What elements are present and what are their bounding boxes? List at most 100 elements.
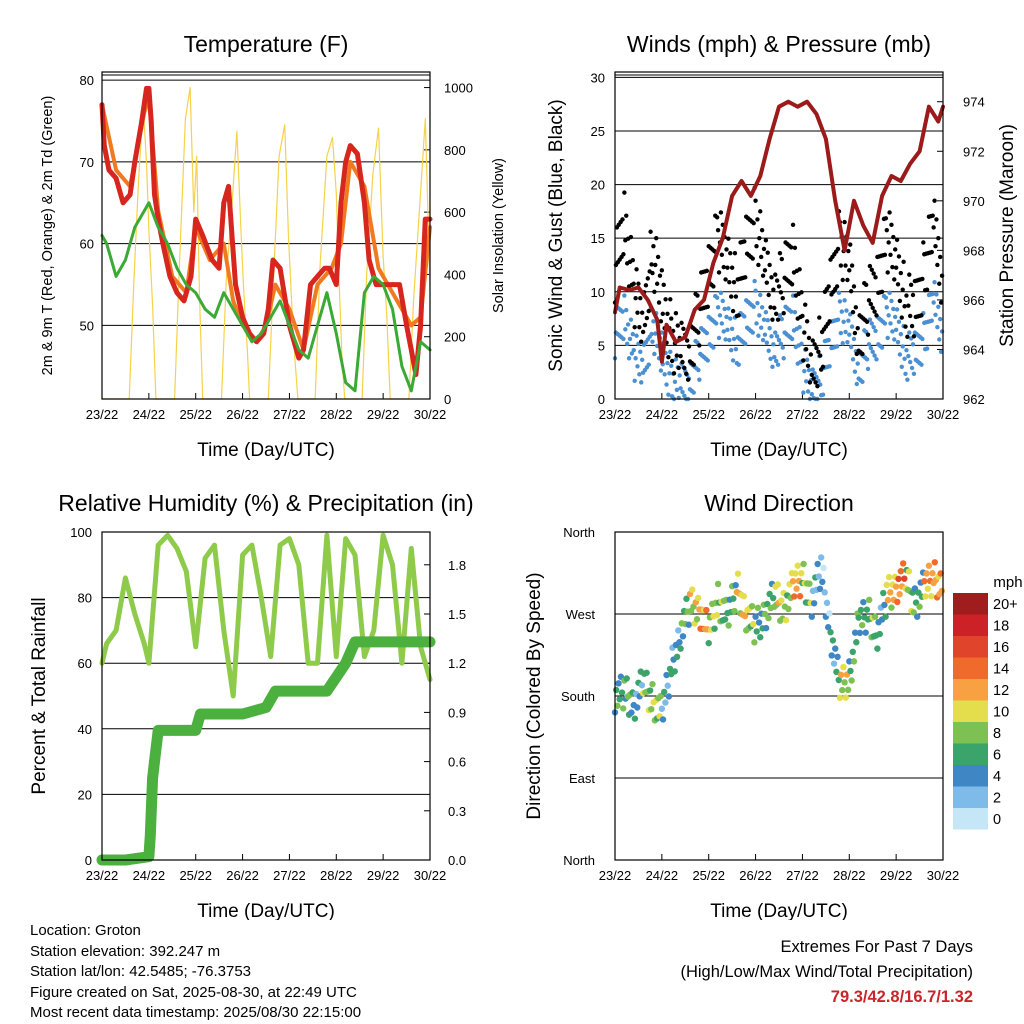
- gust-point: [651, 244, 656, 249]
- colorbar-label: 8: [993, 726, 1001, 742]
- wind-point: [929, 318, 934, 323]
- direction-point: [835, 676, 842, 684]
- y-tick-label: 10: [591, 285, 605, 300]
- wind-point: [727, 337, 732, 343]
- y2-tick-label: 966: [963, 293, 985, 308]
- gust-point: [939, 273, 945, 278]
- direction-point: [620, 705, 627, 712]
- wind-point: [763, 309, 769, 315]
- gust-point: [731, 279, 737, 285]
- gust-point: [639, 339, 644, 344]
- x-tick-label: 27/22: [273, 407, 306, 422]
- x-tick-label: 25/22: [179, 407, 212, 422]
- direction-point: [657, 692, 664, 700]
- wind-point: [868, 345, 874, 351]
- gust-point: [682, 365, 687, 371]
- wind-point: [632, 378, 637, 383]
- direction-point: [829, 637, 837, 644]
- gust-point: [728, 250, 733, 256]
- wind-point: [768, 356, 773, 361]
- wind-point: [895, 339, 901, 345]
- direction-point: [679, 633, 687, 640]
- direction-point: [616, 695, 623, 703]
- gust-point: [632, 324, 637, 330]
- direction-point: [892, 583, 900, 590]
- wind-point: [834, 344, 840, 349]
- gust-point: [868, 301, 874, 307]
- direction-point: [694, 594, 702, 602]
- y-tick-label: 60: [80, 237, 94, 252]
- colorbar-label: 12: [993, 683, 1009, 699]
- gust-point: [812, 342, 817, 347]
- gust-point: [820, 364, 826, 370]
- wind-point: [672, 379, 678, 385]
- wind-point: [652, 351, 657, 357]
- gust-point: [834, 284, 840, 289]
- wind-point: [715, 305, 721, 310]
- direction-point: [849, 648, 856, 656]
- wind-point: [773, 358, 779, 364]
- direction-point: [880, 589, 887, 597]
- wind-point: [788, 309, 794, 314]
- direction-point: [922, 593, 929, 600]
- panel-1: Winds (mph) & Pressure (mb) Time (Day/UTC…: [546, 31, 1018, 461]
- wind-point: [719, 321, 725, 326]
- gust-point: [896, 254, 902, 259]
- direction-point: [791, 593, 798, 600]
- direction-point: [751, 639, 758, 646]
- y2-tick-label: 0: [444, 392, 451, 407]
- colorbar-label: 18: [993, 619, 1009, 635]
- gust-point: [816, 349, 821, 355]
- gust-point: [905, 334, 910, 340]
- wind-point: [904, 348, 909, 353]
- direction-point: [850, 658, 858, 665]
- x-tick-label: 24/22: [133, 868, 166, 883]
- gust-point: [660, 311, 665, 316]
- wind-point: [887, 290, 892, 296]
- plot-frame: [101, 531, 431, 861]
- direction-point: [683, 595, 690, 602]
- wind-point: [937, 337, 942, 342]
- y-tick-label: 80: [80, 73, 94, 88]
- colorbar-swatch: [953, 743, 988, 765]
- wind-point: [847, 332, 852, 337]
- y2-tick-label: 972: [963, 144, 985, 159]
- wind-point: [891, 306, 896, 312]
- gust-point: [751, 220, 756, 226]
- direction-point: [800, 560, 807, 568]
- wind-point: [934, 292, 939, 297]
- gust-point: [843, 263, 848, 268]
- gust-point: [807, 380, 813, 385]
- direction-point: [785, 605, 792, 613]
- direction-point: [643, 669, 650, 676]
- wind-point: [731, 336, 737, 342]
- gust-point: [733, 294, 739, 299]
- extremes-box: Extremes For Past 7 Days (High/Low/Max W…: [680, 935, 973, 1010]
- gust-point: [860, 351, 865, 357]
- colorbar-swatch: [953, 808, 988, 830]
- gust-point: [652, 289, 657, 294]
- gust-point: [827, 319, 832, 324]
- wind-point: [932, 279, 937, 285]
- wind-point: [724, 314, 729, 320]
- wind-point: [888, 321, 893, 326]
- gust-point: [763, 238, 769, 243]
- direction-point: [860, 598, 867, 606]
- latlon-text: Station lat/lon: 42.5485; -76.3753: [30, 963, 252, 980]
- direction-point: [901, 575, 908, 582]
- gust-point: [704, 268, 710, 274]
- wind-point: [920, 336, 925, 342]
- gust-point: [732, 250, 738, 256]
- wind-point: [884, 305, 889, 310]
- wind-point: [838, 330, 844, 336]
- gust-point: [906, 303, 911, 308]
- colorbar-label: 0: [993, 812, 1001, 828]
- y-tick-label: 15: [591, 231, 605, 246]
- wind-point: [906, 353, 911, 359]
- x-tick-label: 26/22: [739, 407, 772, 422]
- colorbar-label: 16: [993, 640, 1009, 656]
- wind-point: [753, 288, 758, 293]
- gust-point: [773, 311, 779, 316]
- direction-point: [895, 575, 902, 583]
- gust-point: [850, 309, 856, 315]
